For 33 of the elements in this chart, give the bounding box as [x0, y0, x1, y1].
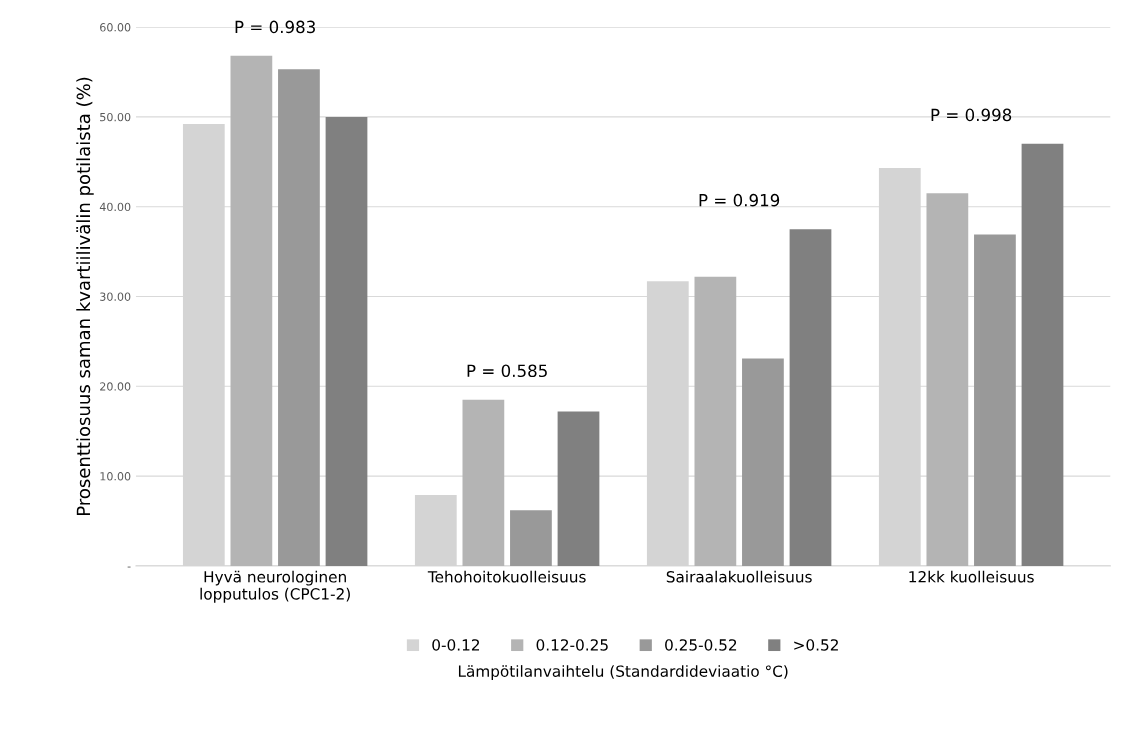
- legend-label: 0-0.12: [432, 639, 480, 651]
- bar: [926, 193, 969, 566]
- y-axis-title: Prosenttiosuus saman kvartiilivälin potilaista (%): [76, 77, 94, 515]
- annotation: P = 0.983: [235, 20, 315, 34]
- bar: [325, 116, 368, 566]
- annotation: P = 0.998: [931, 108, 1012, 122]
- annotation: P = 0.919: [699, 193, 780, 207]
- x-tick-label: Tehohoitokuolleisuus: [427, 570, 586, 583]
- bar: [557, 411, 600, 566]
- bar: [278, 69, 320, 566]
- y-tick-label: -: [127, 566, 131, 568]
- bar: [510, 510, 552, 566]
- legend-label: 0.25-0.52: [665, 639, 737, 651]
- y-tick-label: 20.00: [100, 382, 131, 391]
- y-tick-label: 30.00: [100, 292, 131, 301]
- x-axis-title: Lämpötilanvaihtelu (Standardideviaatio °C): [458, 665, 788, 680]
- legend-label: 0.12-0.25: [536, 639, 608, 651]
- bar: [694, 276, 737, 566]
- legend-label: >0.52: [794, 639, 838, 651]
- y-tick-label: 60.00: [100, 23, 131, 32]
- bar: [974, 234, 1016, 566]
- bar: [742, 358, 784, 566]
- y-tick-label: 40.00: [99, 202, 131, 212]
- y-tick-label: 10.00: [100, 472, 131, 481]
- x-tick-label: Sairaalakuolleisuus: [666, 570, 812, 583]
- bar: [789, 229, 832, 566]
- y-tick-label: 50.00: [100, 112, 131, 122]
- x-tick-label: Hyvä neurologinen lopputulos (CPC1-2): [200, 570, 350, 603]
- bar: [1021, 143, 1064, 566]
- x-tick-label: 12kk kuolleisuus: [909, 570, 1034, 583]
- bar: [230, 55, 273, 566]
- bar: [462, 399, 505, 566]
- annotation: P = 0.585: [467, 364, 547, 378]
